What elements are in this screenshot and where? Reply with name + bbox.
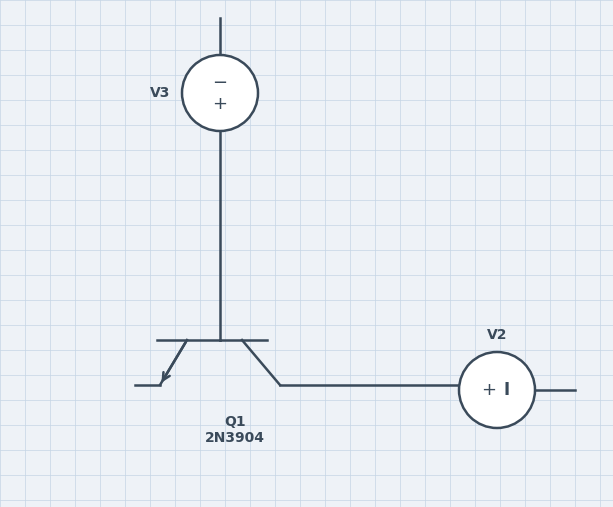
Text: +: + — [213, 95, 227, 113]
Text: V3: V3 — [150, 86, 170, 100]
Text: Q1: Q1 — [224, 415, 246, 429]
Text: 2N3904: 2N3904 — [205, 431, 265, 445]
Text: I: I — [504, 381, 510, 399]
Circle shape — [459, 352, 535, 428]
Circle shape — [182, 55, 258, 131]
Text: V2: V2 — [487, 328, 507, 342]
Text: +: + — [481, 381, 497, 399]
Text: −: − — [213, 74, 227, 92]
